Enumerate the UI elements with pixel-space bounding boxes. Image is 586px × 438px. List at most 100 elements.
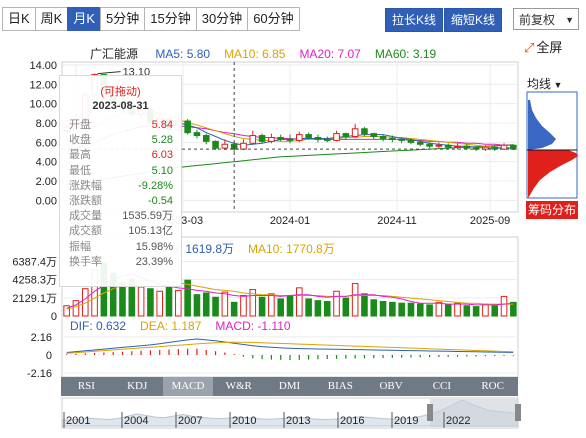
price-tick-label: 4.00 [36,157,57,169]
price-tick-label: 12.00 [29,79,57,91]
candle-body [240,142,247,150]
tooltip-value: 15.98% [135,240,173,253]
dif-line [66,338,514,353]
stock-name: 广汇能源 [90,47,139,61]
price-tick-label: 14.00 [29,60,57,72]
volume-bar [221,291,229,317]
volume-bar [426,304,433,317]
chevron-down-icon: ▼ [551,80,563,90]
volume-bar [370,299,378,317]
volume-bar [137,286,145,317]
adjust-select[interactable]: 前复权 ▼ [513,8,579,30]
adjust-selected-value: 前复权 [519,13,556,27]
candle-body [361,128,368,135]
candle-body [407,139,415,143]
period-tab-4[interactable]: 15分钟 [144,7,197,31]
tooltip-row: 最高 6.03 [60,148,181,163]
macd-legend-item-1: DEA: 1.187 [140,319,202,333]
candle-body [305,134,312,138]
chip-ma-text: 均线 [527,77,552,91]
tooltip-row: 成交额 105.13亿 [60,224,181,239]
indicator-tab-rsi[interactable]: RSI [77,380,95,392]
period-tab-0[interactable]: 日K [2,7,36,31]
chip-distribution-button[interactable]: 筹码分布 [526,201,578,219]
indicator-tab-obv[interactable]: OBV [379,380,403,392]
indicator-tab-macd[interactable]: MACD [162,377,214,396]
volume-bar [230,301,238,317]
candle-body [314,136,322,140]
tooltip-key: 成交额 [69,225,102,238]
volume-bar [184,279,191,317]
high-annotation-arrow [97,71,121,75]
candle-body [510,144,517,150]
candle-body [277,136,284,140]
overview-left-handle[interactable] [427,404,433,421]
macd-legend: DIF: 0.632 DEA: 1.187 MACD: -1.110 [70,319,305,333]
overview-year-label: 2013 [286,415,310,427]
indicator-tab-kdj[interactable]: KDJ [127,380,148,392]
period-tab-2[interactable]: 月K [67,7,102,31]
overview-selection[interactable] [430,399,518,427]
candle-body [370,133,378,138]
tooltip-row: 涨跌幅 -9.28% [60,179,181,194]
ma-legend-items: MA5: 5.80 MA10: 6.85 MA20: 7.07 MA60: 3.19 [155,47,450,61]
tooltip-value: 1535.59万 [122,210,173,223]
candle-body [342,133,350,138]
volume-bar [119,282,126,317]
candle-body [323,138,331,141]
volume-bar [286,295,294,317]
tooltip-drag-hint: (可拖动) [100,86,141,98]
overview-right-handle[interactable] [515,404,521,421]
volume-bar [147,288,154,317]
lengthen-kline-button[interactable]: 拉长K线 [385,8,444,32]
candle-body [202,135,210,142]
volume-bar [63,305,70,317]
time-axis-label: 2025-09 [470,215,510,227]
indicator-tab-bias[interactable]: BIAS [327,380,353,392]
indicator-tab-roc[interactable]: ROC [481,380,504,392]
price-tick-label: 8.00 [36,118,57,130]
ohlc-tooltip[interactable]: (可拖动) 2023-08-31 开盘 5.84 收盘 5.28 最高 6.03 最低 5.1… [59,75,182,287]
volume-tick-label: 6387.4万 [12,257,57,269]
period-tabs: 日K 周K 月K 5分钟 15分钟 30分钟 60分钟 [2,7,300,31]
fullscreen-button[interactable]: ⤢ 全屏 [524,37,562,56]
volume-bar [333,290,340,317]
volume-bar [454,302,461,317]
chip-ma-label[interactable]: 均线 ▼ [527,75,562,92]
macd-tick-label: 0 [46,350,52,362]
tooltip-value: -0.54 [147,194,173,207]
period-tab-1[interactable]: 周K [34,7,69,31]
volume-bar [277,298,284,317]
tooltip-value: 23.39% [135,255,173,268]
volume-bar [510,301,517,317]
tooltip-value: 6.03 [151,149,173,162]
overview-year-label: 2004 [124,415,148,427]
tooltip-row: 涨跌额 -0.54 [60,194,181,209]
shorten-kline-button[interactable]: 缩短K线 [444,8,503,32]
indicator-tab-wr[interactable]: W&R [225,380,252,392]
volume-bar [296,287,303,317]
indicator-tab-cci[interactable]: CCI [432,380,452,392]
price-tick-label: 10.00 [29,99,57,111]
candle-body [379,136,387,139]
period-tab-3[interactable]: 5分钟 [100,7,146,31]
volume-legend-item-1: MA10: 1770.8万 [248,242,335,256]
macd-tick-label: 2.16 [31,332,52,344]
indicator-tab-dmi[interactable]: DMI [278,380,301,392]
volume-bar [193,294,201,317]
tooltip-key: 最高 [69,149,91,162]
macd-tick-label: -2.16 [27,368,52,380]
period-tab-6[interactable]: 60分钟 [247,7,300,31]
fullscreen-icon: ⤢ [524,40,535,55]
candle-body [333,133,340,141]
tooltip-key: 涨跌幅 [69,179,102,192]
volume-bar [379,301,387,317]
candle-body [268,136,275,142]
tooltip-key: 收盘 [69,134,91,147]
candle-body [296,134,303,141]
volume-bar [175,289,182,317]
volume-bar [258,296,266,317]
candle-body [398,138,405,141]
tooltip-value: -9.28% [138,179,173,192]
ma-legend-item-1: MA10: 6.85 [224,47,286,61]
